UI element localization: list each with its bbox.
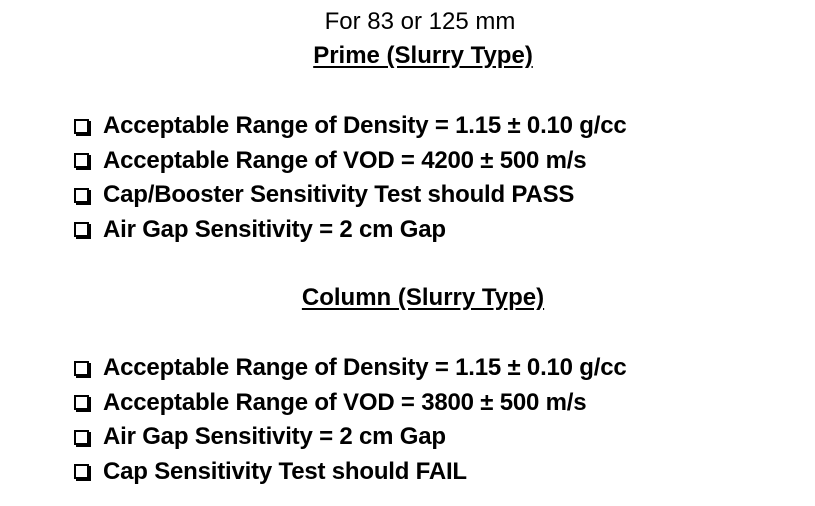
- list-item: Acceptable Range of Density = 1.15 ± 0.1…: [74, 351, 627, 386]
- checkbox-empty-icon: [74, 429, 89, 445]
- list-item: Cap/Booster Sensitivity Test should PASS: [74, 178, 627, 213]
- list-item-label: Acceptable Range of VOD = 3800 ± 500 m/s: [103, 388, 587, 416]
- list-item-label: Air Gap Sensitivity = 2 cm Gap: [103, 423, 446, 451]
- checklist-prime: Acceptable Range of Density = 1.15 ± 0.1…: [74, 109, 627, 247]
- list-item-label: Acceptable Range of VOD = 4200 ± 500 m/s: [103, 146, 587, 174]
- list-item-label: Cap/Booster Sensitivity Test should PASS: [103, 181, 575, 209]
- section-heading-prime: Prime (Slurry Type): [313, 42, 533, 69]
- list-item: Cap Sensitivity Test should FAIL: [74, 455, 627, 490]
- slide-subtitle: For 83 or 125 mm: [324, 8, 516, 35]
- list-item-label: Cap Sensitivity Test should FAIL: [103, 457, 467, 485]
- checkbox-empty-icon: [74, 187, 89, 203]
- checkbox-empty-icon: [74, 153, 89, 169]
- section-heading-column: Column (Slurry Type): [301, 284, 545, 311]
- checkbox-empty-icon: [74, 222, 89, 238]
- checkbox-empty-icon: [74, 360, 89, 376]
- checklist-column: Acceptable Range of Density = 1.15 ± 0.1…: [74, 351, 627, 489]
- list-item-label: Air Gap Sensitivity = 2 cm Gap: [103, 215, 446, 243]
- list-item-label: Acceptable Range of Density = 1.15 ± 0.1…: [103, 112, 627, 140]
- checkbox-empty-icon: [74, 464, 89, 480]
- list-item: Air Gap Sensitivity = 2 cm Gap: [74, 420, 627, 455]
- list-item: Acceptable Range of Density = 1.15 ± 0.1…: [74, 109, 627, 144]
- list-item-label: Acceptable Range of Density = 1.15 ± 0.1…: [103, 354, 627, 382]
- list-item: Air Gap Sensitivity = 2 cm Gap: [74, 213, 627, 248]
- list-item: Acceptable Range of VOD = 3800 ± 500 m/s: [74, 386, 627, 421]
- list-item: Acceptable Range of VOD = 4200 ± 500 m/s: [74, 144, 627, 179]
- checkbox-empty-icon: [74, 118, 89, 134]
- checkbox-empty-icon: [74, 395, 89, 411]
